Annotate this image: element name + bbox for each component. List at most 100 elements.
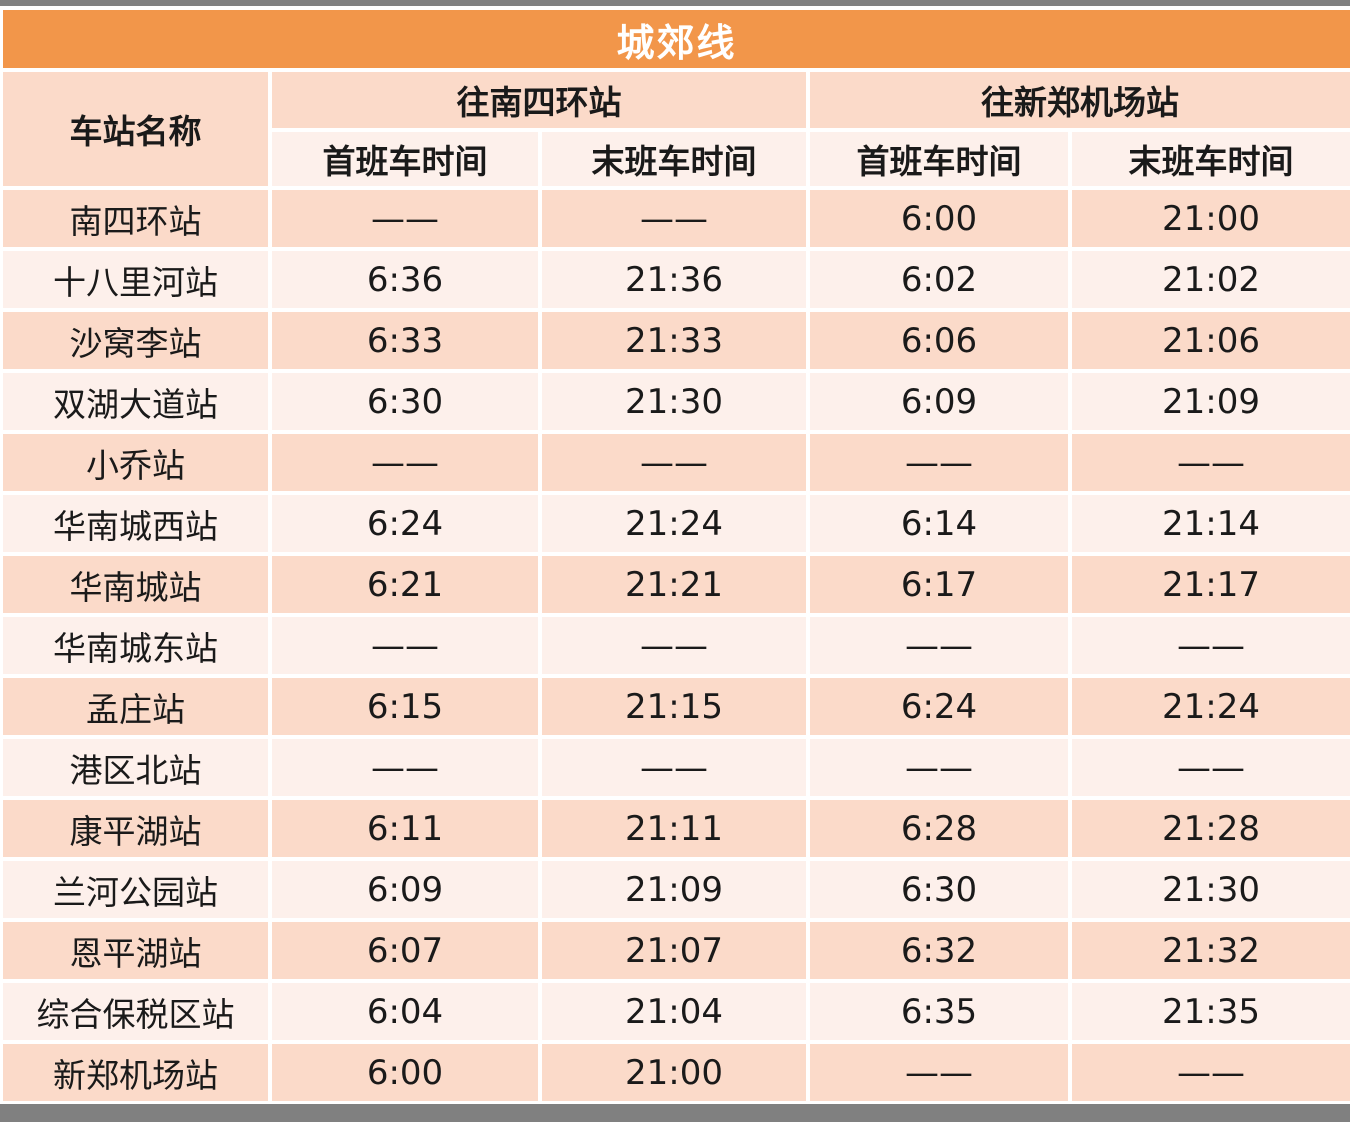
time-cell: 6:15 — [272, 678, 538, 735]
station-cell: 华南城站 — [3, 556, 268, 613]
table-row: 华南城西站 6:24 21:24 6:14 21:14 — [3, 495, 1350, 552]
table-row: 南四环站 —— —— 6:00 21:00 — [3, 190, 1350, 247]
top-frame-bar — [0, 0, 1350, 6]
table-row: 小乔站 —— —— —— —— — [3, 434, 1350, 491]
table-row: 兰河公园站 6:09 21:09 6:30 21:30 — [3, 861, 1350, 918]
station-name-header-cell: 车站名称 — [3, 72, 268, 186]
station-cell: 综合保税区站 — [3, 983, 268, 1040]
time-cell: 6:35 — [810, 983, 1068, 1040]
time-cell: —— — [272, 739, 538, 796]
bottom-frame-bar — [0, 1104, 1350, 1122]
time-cell: —— — [542, 739, 806, 796]
time-cell: 21:00 — [1072, 190, 1350, 247]
time-cell: 21:09 — [1072, 373, 1350, 430]
time-cell: 21:00 — [542, 1044, 806, 1101]
station-cell: 十八里河站 — [3, 251, 268, 308]
station-cell: 孟庄站 — [3, 678, 268, 735]
timetable: 城郊线 车站名称 往南四环站 往新郑机场站 首班车时间 末班车时间 首班车时间 … — [3, 10, 1350, 1101]
time-cell: —— — [542, 617, 806, 674]
time-cell: 6:24 — [272, 495, 538, 552]
station-cell: 华南城西站 — [3, 495, 268, 552]
time-cell: 6:00 — [810, 190, 1068, 247]
time-cell: 21:36 — [542, 251, 806, 308]
time-cell: 21:09 — [542, 861, 806, 918]
time-cell: 21:24 — [542, 495, 806, 552]
station-cell: 康平湖站 — [3, 800, 268, 857]
time-cell: 21:04 — [542, 983, 806, 1040]
subheader-last-train: 末班车时间 — [542, 132, 806, 186]
time-cell: 21:32 — [1072, 922, 1350, 979]
subheader-last-train: 末班车时间 — [1072, 132, 1350, 186]
table-row: 恩平湖站 6:07 21:07 6:32 21:32 — [3, 922, 1350, 979]
table-row: 港区北站 —— —— —— —— — [3, 739, 1350, 796]
time-cell: 21:30 — [542, 373, 806, 430]
station-cell: 恩平湖站 — [3, 922, 268, 979]
time-cell: —— — [810, 434, 1068, 491]
time-cell: 21:06 — [1072, 312, 1350, 369]
time-cell: 6:14 — [810, 495, 1068, 552]
time-cell: 21:21 — [542, 556, 806, 613]
table-header: 车站名称 往南四环站 往新郑机场站 首班车时间 末班车时间 首班车时间 末班车时… — [3, 72, 1350, 186]
direction-header: 往新郑机场站 — [810, 72, 1350, 128]
time-cell: —— — [1072, 739, 1350, 796]
time-cell: 21:28 — [1072, 800, 1350, 857]
time-cell: 21:15 — [542, 678, 806, 735]
time-cell: —— — [810, 739, 1068, 796]
station-cell: 港区北站 — [3, 739, 268, 796]
time-cell: 6:06 — [810, 312, 1068, 369]
table-row: 沙窝李站 6:33 21:33 6:06 21:06 — [3, 312, 1350, 369]
time-cell: 6:00 — [272, 1044, 538, 1101]
time-cell: 6:02 — [810, 251, 1068, 308]
time-cell: 6:09 — [272, 861, 538, 918]
time-cell: 6:07 — [272, 922, 538, 979]
time-cell: 6:36 — [272, 251, 538, 308]
time-cell: 6:21 — [272, 556, 538, 613]
time-cell: —— — [542, 190, 806, 247]
time-cell: 6:33 — [272, 312, 538, 369]
table-row: 十八里河站 6:36 21:36 6:02 21:02 — [3, 251, 1350, 308]
time-cell: —— — [1072, 1044, 1350, 1101]
time-cell: 6:32 — [810, 922, 1068, 979]
time-cell: 6:24 — [810, 678, 1068, 735]
table-row: 新郑机场站 6:00 21:00 —— —— — [3, 1044, 1350, 1101]
time-cell: 6:30 — [810, 861, 1068, 918]
station-cell: 兰河公园站 — [3, 861, 268, 918]
time-cell: 6:09 — [810, 373, 1068, 430]
time-cell: —— — [810, 1044, 1068, 1101]
station-cell: 双湖大道站 — [3, 373, 268, 430]
station-cell: 沙窝李站 — [3, 312, 268, 369]
table-row: 双湖大道站 6:30 21:30 6:09 21:09 — [3, 373, 1350, 430]
time-cell: 21:11 — [542, 800, 806, 857]
table-row: 孟庄站 6:15 21:15 6:24 21:24 — [3, 678, 1350, 735]
time-cell: —— — [542, 434, 806, 491]
time-cell: 21:30 — [1072, 861, 1350, 918]
time-cell: 21:17 — [1072, 556, 1350, 613]
time-cell: 6:30 — [272, 373, 538, 430]
table-row: 华南城站 6:21 21:21 6:17 21:17 — [3, 556, 1350, 613]
time-cell: —— — [272, 617, 538, 674]
time-cell: —— — [272, 190, 538, 247]
time-cell: 6:17 — [810, 556, 1068, 613]
station-cell: 南四环站 — [3, 190, 268, 247]
time-cell: 6:04 — [272, 983, 538, 1040]
time-cell: 6:28 — [810, 800, 1068, 857]
time-cell: 21:14 — [1072, 495, 1350, 552]
table-row: 综合保税区站 6:04 21:04 6:35 21:35 — [3, 983, 1350, 1040]
line-title: 城郊线 — [616, 19, 737, 65]
time-cell: —— — [1072, 617, 1350, 674]
station-cell: 华南城东站 — [3, 617, 268, 674]
time-cell: —— — [1072, 434, 1350, 491]
station-cell: 新郑机场站 — [3, 1044, 268, 1101]
time-cell: 21:24 — [1072, 678, 1350, 735]
subheader-first-train: 首班车时间 — [810, 132, 1068, 186]
time-cell: 21:07 — [542, 922, 806, 979]
table-row: 华南城东站 —— —— —— —— — [3, 617, 1350, 674]
time-cell: —— — [272, 434, 538, 491]
station-cell: 小乔站 — [3, 434, 268, 491]
time-cell: 21:02 — [1072, 251, 1350, 308]
subheader-first-train: 首班车时间 — [272, 132, 538, 186]
table-row: 康平湖站 6:11 21:11 6:28 21:28 — [3, 800, 1350, 857]
time-cell: 21:33 — [542, 312, 806, 369]
direction-header: 往南四环站 — [272, 72, 806, 128]
